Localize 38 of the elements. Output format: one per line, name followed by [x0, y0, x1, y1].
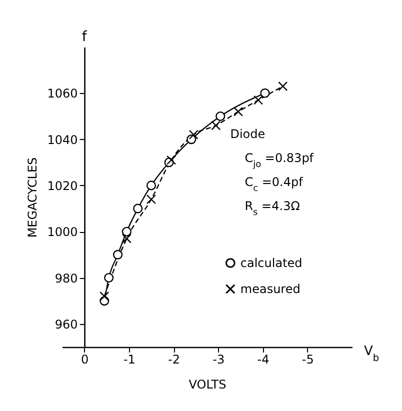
x-tick-label: -5 [302, 352, 314, 366]
y-tick-label: 1020 [47, 178, 78, 193]
point [122, 234, 132, 244]
point [104, 272, 114, 283]
x-tick-label: -1 [123, 352, 136, 366]
point [233, 106, 244, 116]
text: f [82, 29, 88, 45]
annotation: C$_{jo}$ =0.83pf [244, 151, 314, 170]
point [100, 291, 110, 302]
point [278, 81, 288, 92]
y-tick-label: 1060 [47, 86, 78, 101]
point [133, 204, 143, 214]
point [122, 226, 132, 236]
x-tick-label: -2 [168, 352, 180, 366]
x-axis-title: VOLTS [188, 378, 226, 392]
point [216, 111, 226, 122]
y-tick-label: 980 [54, 271, 78, 286]
text: V$_{b}$ [364, 344, 380, 364]
legend-label: measured [240, 282, 300, 296]
point [211, 120, 221, 130]
point [254, 95, 264, 105]
y-tick-label: 960 [54, 317, 78, 332]
legend-label: calculated [240, 256, 302, 270]
point [166, 155, 176, 165]
x-tick-label: -3 [212, 352, 225, 366]
x-tick-label: -4 [257, 352, 270, 366]
y-axis-title: MEGACYCLES [25, 157, 40, 238]
point [146, 180, 156, 190]
point [260, 88, 270, 98]
annotation: Diode [230, 127, 266, 141]
y-tick-label: 1000 [47, 225, 78, 240]
y-tick-label: 1040 [47, 132, 78, 147]
point [146, 194, 156, 204]
point [188, 130, 198, 140]
point [112, 250, 123, 260]
annotation: R$_{s}$ =4.3Ω [244, 199, 300, 218]
annotation: C$_{c}$ =0.4pf [244, 175, 304, 194]
x-tick-label: 0 [80, 352, 89, 366]
